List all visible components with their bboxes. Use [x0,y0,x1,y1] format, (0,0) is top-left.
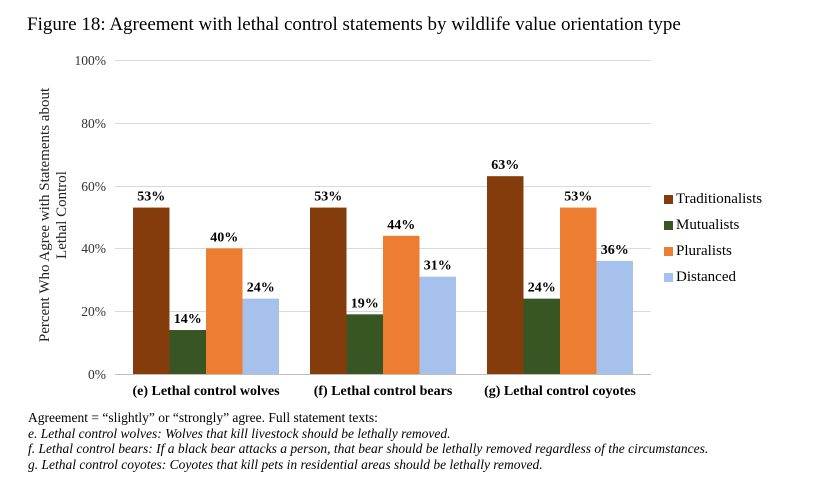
legend-label: Mutualists [676,216,740,233]
data-label: 19% [351,296,379,311]
y-tick-label: 100% [75,53,107,68]
data-label: 36% [601,243,629,258]
figure-notes: Agreement = “slightly” or “strongly” agr… [28,410,708,472]
note-agreement-definition: Agreement = “slightly” or “strongly” agr… [28,410,378,425]
legend-swatch [664,220,673,230]
legend-item-distanced: Distanced [664,264,762,290]
legend-swatch [664,272,673,282]
y-axis-ticks: 0% 20% 40% 60% 80% 100% [75,53,107,382]
data-labels: 53% 14% 40% 24% 53% 19% 44% 31% 63% 24% 53% 36% [137,158,629,327]
bar-traditionalists [487,176,524,374]
bars [133,176,633,374]
data-label: 14% [174,312,202,327]
chart-legend: Traditionalists Mutualists Pluralists Dista… [664,186,762,290]
data-label: 63% [491,158,519,173]
bar-mutualists [169,330,206,374]
legend-swatch [664,194,673,204]
y-tick-label: 0% [88,367,106,382]
note-wolves: e. Lethal control wolves: Wolves that ki… [28,425,451,441]
data-label: 24% [528,281,556,296]
bar-traditionalists [310,207,347,374]
y-axis-title-line: Percent Who Agree with Statements about [37,87,53,342]
legend-label: Pluralists [676,242,732,259]
legend-label: Traditionalists [676,190,763,207]
note-coyotes: g. Lethal control coyotes: Coyotes that … [28,456,543,472]
bar-pluralists [383,235,420,374]
note-bears: f. Lethal control bears: If a black bear… [28,441,709,457]
data-label: 53% [137,190,165,205]
bar-distanced [419,276,456,374]
bar-chart: 0% 20% 40% 60% 80% 100% 53% 14% 40% 24% 53% 19% 44%… [37,53,651,399]
bar-pluralists [560,207,597,374]
category-label: (g) Lethal control coyotes [484,384,636,399]
data-label: 53% [564,190,592,205]
legend-label: Distanced [676,268,736,285]
bar-pluralists [206,248,243,374]
data-label: 24% [247,281,275,296]
bar-mutualists [346,314,383,374]
bar-mutualists [523,298,560,374]
legend-item-pluralists: Pluralists [664,238,762,264]
y-axis-label: Percent Who Agree with Statements aboutL… [37,87,70,342]
legend-item-traditionalists: Traditionalists [664,186,762,212]
y-tick-label: 20% [81,304,106,319]
y-axis-title-line: Lethal Control [54,171,70,259]
data-label: 44% [387,218,415,233]
y-tick-label: 40% [81,241,106,256]
data-label: 31% [424,259,452,274]
figure-title: Figure 18: Agreement with lethal control… [27,14,681,35]
category-label: (e) Lethal control wolves [132,384,280,399]
y-axis-title: Percent Who Agree with Statements aboutL… [37,87,70,342]
legend-swatch [664,246,673,256]
bar-distanced [242,298,279,374]
data-label: 40% [210,230,238,245]
bar-distanced [596,260,633,374]
bar-traditionalists [133,207,170,374]
data-label: 53% [314,190,342,205]
y-tick-label: 80% [81,116,106,131]
y-tick-label: 60% [81,179,106,194]
legend-item-mutualists: Mutualists [664,212,762,238]
x-axis-categories: (e) Lethal control wolves (f) Lethal cont… [132,384,636,399]
category-label: (f) Lethal control bears [314,384,453,399]
